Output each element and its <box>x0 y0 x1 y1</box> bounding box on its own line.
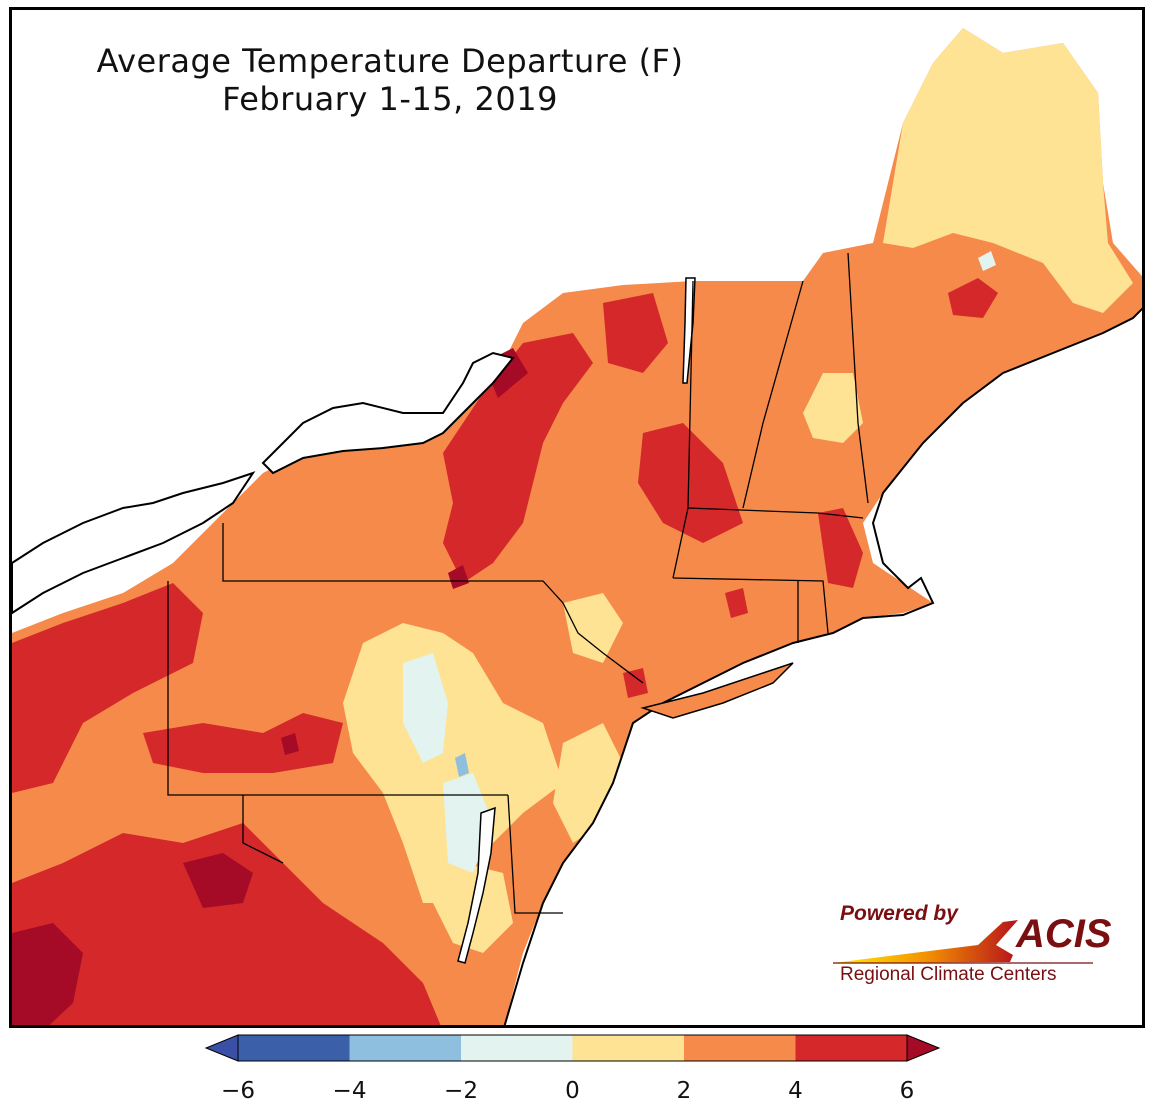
ny-hot-spot <box>448 565 469 589</box>
nyc-warm-spot <box>623 668 648 698</box>
colorbar-tick-label: 6 <box>899 1078 915 1104</box>
colorbar-bin <box>572 1035 684 1061</box>
colorbar-outline <box>237 1034 908 1062</box>
acis-logo: Powered by ACIS Regional Climate Centers <box>828 900 1118 995</box>
pa-hot-spot <box>281 733 299 755</box>
colorbar-tick-label: 4 <box>788 1078 803 1104</box>
land-area <box>12 28 1142 1025</box>
lake-erie <box>12 471 256 615</box>
map-subtitle: February 1-15, 2019 <box>222 80 558 118</box>
va-hot-zone <box>12 923 83 1025</box>
maine-yellow-zone <box>883 28 1133 313</box>
adirondack-warm-zone <box>603 293 668 373</box>
maine-warm-spot <box>948 278 998 318</box>
nh-yellow-zone <box>803 373 863 443</box>
colorbar-bin <box>795 1035 907 1061</box>
wv-va-warm-zone <box>12 823 441 1025</box>
temperature-departure-map <box>12 28 1142 1025</box>
colorbar-under-arrow <box>204 1034 239 1062</box>
central-pa-cool-zone <box>403 653 448 763</box>
colorbar-tick-label: −4 <box>332 1078 367 1104</box>
powered-by-text: Powered by <box>840 902 958 925</box>
map-frame <box>9 7 1145 1028</box>
western-pa-warm-zone <box>12 583 203 793</box>
colorbar-over-arrow <box>906 1034 941 1062</box>
colorbar-bin <box>684 1035 796 1061</box>
delmarva-yellow-zone <box>423 863 513 953</box>
colorbar-tick-label: −2 <box>444 1078 478 1104</box>
ma-ri-warm-zone <box>818 508 863 588</box>
colorbar-tick-label: 0 <box>565 1078 580 1104</box>
acis-swoosh-icon <box>833 920 1093 964</box>
ny-yellow-zone <box>563 593 623 663</box>
state-borders <box>167 252 869 914</box>
sw-pa-warm-zone <box>143 713 343 773</box>
colorbar-bin <box>461 1035 573 1061</box>
acis-name: ACIS <box>1016 912 1112 956</box>
atlantic-ocean <box>503 307 1142 1025</box>
chesapeake-bay <box>457 806 496 964</box>
ct-warm-spot <box>725 588 748 618</box>
map-title: Average Temperature Departure (F) <box>96 42 684 80</box>
wv-hot-zone <box>183 853 253 908</box>
lake-ontario <box>261 351 515 475</box>
acis-subtitle: Regional Climate Centers <box>840 964 1057 985</box>
colorbar-tick-label: 2 <box>676 1078 692 1104</box>
vt-warm-zone <box>638 423 743 543</box>
colorbar-bin <box>349 1035 461 1061</box>
long-island <box>640 662 794 719</box>
colorbar-tick-label: −6 <box>221 1078 255 1104</box>
pa-cold-spot <box>455 753 469 777</box>
colorbar <box>204 1034 941 1062</box>
colorbar-bin <box>238 1035 350 1061</box>
maine-cool-spot <box>978 251 996 271</box>
central-pa-yellow-zone <box>343 623 563 903</box>
western-ny-warm-zone <box>443 333 593 583</box>
